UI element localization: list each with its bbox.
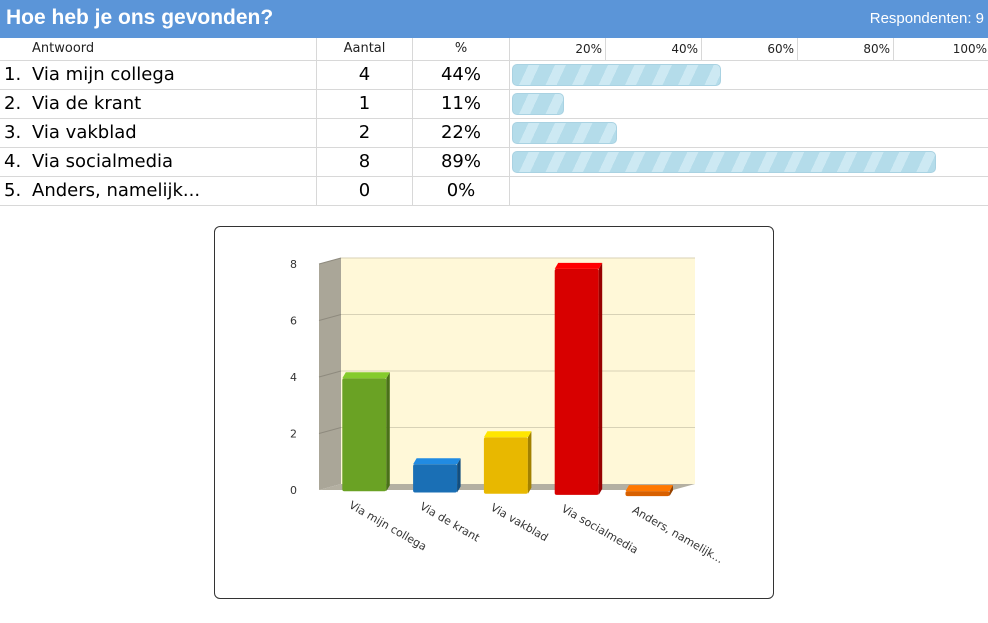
- chart-panel: 0 2 4 6 8 Via mijn collega Via de krant Via vak…: [214, 226, 774, 599]
- bar-side: [669, 485, 673, 497]
- table-row: 2. Via de krant 1 11%: [0, 90, 988, 119]
- question-header: Hoe heb je ons gevonden? Respondenten: 9: [0, 0, 988, 38]
- row-number: 1.: [4, 64, 22, 85]
- row-number: 2.: [4, 93, 22, 114]
- percentage-bar: [512, 64, 721, 86]
- bar-front: [554, 268, 599, 495]
- scale-label-60: 60%: [767, 42, 794, 56]
- row-percent: 11%: [412, 90, 509, 118]
- y-tick-label: 0: [290, 484, 297, 497]
- row-bar-cell: [509, 148, 988, 176]
- row-answer: Via vakblad: [32, 122, 137, 143]
- row-number: 3.: [4, 122, 22, 143]
- row-number: 5.: [4, 180, 22, 201]
- bar-side: [457, 458, 461, 493]
- gridline-side: [318, 427, 342, 434]
- gridline-side: [318, 370, 342, 378]
- question-title: Hoe heb je ons gevonden?: [6, 6, 274, 29]
- table-row: 3. Via vakblad 2 22%: [0, 119, 988, 148]
- x-tick-label: Via socialmedia: [559, 502, 640, 556]
- scale-label-100: 100%: [952, 42, 987, 56]
- table-row: 1. Via mijn collega 4 44%: [0, 61, 988, 90]
- table-row: 5. Anders, namelijk... 0 0%: [0, 177, 988, 206]
- bar-front: [625, 491, 670, 497]
- row-bar-cell: [509, 61, 988, 89]
- y-tick-label: 6: [290, 315, 297, 328]
- bar-top: [342, 372, 390, 379]
- bar-front: [483, 437, 528, 494]
- row-count: 1: [316, 90, 412, 118]
- header-scale: 20% 40% 60% 80% 100%: [509, 38, 988, 60]
- scale-label-80: 80%: [863, 42, 890, 56]
- bar-side: [386, 372, 390, 492]
- row-bar-cell: [509, 90, 988, 118]
- y-tick-label: 4: [290, 371, 297, 384]
- header-answer: Antwoord: [32, 41, 95, 56]
- scale-label-20: 20%: [575, 42, 602, 56]
- x-tick-label: Via vakblad: [488, 501, 550, 544]
- header-count: Aantal: [316, 38, 412, 60]
- gridline-side: [318, 314, 342, 321]
- percentage-bar: [512, 151, 936, 173]
- x-tick-label: Via mijn collega: [347, 499, 429, 554]
- row-answer: Via socialmedia: [32, 151, 174, 172]
- scale-tick: [797, 38, 798, 60]
- bar-side: [598, 262, 603, 495]
- row-percent: 0%: [412, 177, 509, 205]
- percentage-bar: [512, 122, 617, 144]
- row-percent: 44%: [412, 61, 509, 89]
- table-header-row: Antwoord Aantal % 20% 40% 60% 80% 100%: [0, 38, 988, 61]
- bar-front: [413, 464, 458, 493]
- scale-tick: [701, 38, 702, 60]
- row-percent: 89%: [412, 148, 509, 176]
- scale-label-40: 40%: [671, 42, 698, 56]
- row-percent: 22%: [412, 119, 509, 147]
- row-bar-cell: [509, 177, 988, 205]
- percentage-bar: [512, 93, 564, 115]
- table-row: 4. Via socialmedia 8 89%: [0, 148, 988, 177]
- scale-tick: [605, 38, 606, 60]
- bar-side: [527, 431, 532, 494]
- y-tick-label: 2: [290, 428, 297, 441]
- x-tick-label: Via de krant: [418, 500, 483, 545]
- row-answer: Via de krant: [32, 93, 142, 114]
- bar-top: [554, 262, 603, 269]
- row-answer: Via mijn collega: [32, 64, 175, 85]
- row-count: 0: [316, 177, 412, 205]
- bar-front: [342, 378, 387, 492]
- row-answer: Anders, namelijk...: [32, 180, 201, 201]
- respondent-count: Respondenten: 9: [869, 10, 984, 27]
- bar-top: [413, 458, 461, 465]
- header-percent: %: [412, 38, 509, 60]
- row-number: 4.: [4, 151, 22, 172]
- scale-tick: [893, 38, 894, 60]
- bar-top: [625, 485, 673, 492]
- row-count: 4: [316, 61, 412, 89]
- row-count: 8: [316, 148, 412, 176]
- y-tick-label: 8: [290, 258, 297, 271]
- row-count: 2: [316, 119, 412, 147]
- row-bar-cell: [509, 119, 988, 147]
- x-tick-label: Anders, namelijk...: [630, 503, 725, 566]
- bar-top: [483, 431, 532, 438]
- gridline-side: [318, 257, 342, 265]
- header-number-cell: [0, 38, 26, 60]
